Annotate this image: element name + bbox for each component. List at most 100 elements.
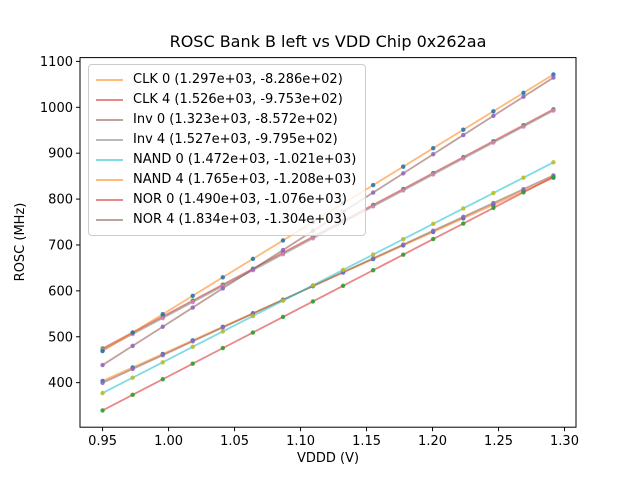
legend-item-clk-0: CLK 0 (1.297e+03, -8.286e+02) bbox=[96, 70, 356, 90]
data-point bbox=[551, 108, 556, 113]
y-tick-label: 700 bbox=[48, 238, 73, 253]
y-tick-label: 500 bbox=[48, 330, 73, 345]
data-point bbox=[100, 348, 105, 354]
data-point bbox=[551, 75, 556, 80]
data-point bbox=[220, 275, 226, 280]
y-tick-label: 400 bbox=[48, 376, 73, 391]
legend-item-inv-0: Inv 0 (1.323e+03, -8.572e+02) bbox=[96, 110, 356, 130]
data-point bbox=[370, 268, 376, 273]
legend-item-nand-0: NAND 0 (1.472e+03, -1.021e+03) bbox=[96, 150, 356, 170]
data-point bbox=[551, 174, 556, 180]
x-tick-label: 1.10 bbox=[286, 434, 315, 449]
legend-label: Inv 0 (1.323e+03, -8.572e+02) bbox=[133, 112, 338, 127]
data-point bbox=[280, 238, 286, 243]
data-point bbox=[250, 313, 256, 319]
data-point bbox=[551, 160, 556, 165]
data-point bbox=[491, 113, 496, 119]
data-point bbox=[130, 343, 135, 349]
data-point bbox=[430, 145, 436, 151]
data-point bbox=[310, 283, 316, 288]
legend-item-nand-4: NAND 4 (1.765e+03, -1.208e+03) bbox=[96, 170, 356, 190]
data-point bbox=[220, 325, 226, 330]
y-axis-label: ROSC (MHz) bbox=[13, 203, 28, 282]
data-point bbox=[461, 206, 466, 211]
data-point bbox=[370, 190, 376, 195]
data-point bbox=[521, 94, 526, 99]
data-point bbox=[491, 109, 496, 114]
y-tick-label: 800 bbox=[48, 193, 73, 208]
data-point bbox=[130, 375, 135, 380]
data-point bbox=[190, 293, 195, 298]
data-point bbox=[370, 182, 376, 188]
series-line-nor-0 bbox=[102, 176, 554, 412]
data-point bbox=[521, 90, 526, 96]
data-point bbox=[370, 204, 376, 209]
legend-label: NOR 0 (1.490e+03, -1.076e+03) bbox=[133, 192, 347, 207]
legend-line-swatch bbox=[96, 119, 123, 121]
data-point bbox=[220, 329, 226, 334]
y-tick-label: 600 bbox=[48, 284, 73, 299]
data-point bbox=[100, 362, 105, 368]
series-markers-nand-0 bbox=[100, 160, 556, 396]
data-point bbox=[280, 298, 286, 303]
axes-frame bbox=[79, 57, 577, 428]
data-point bbox=[401, 252, 406, 257]
data-point bbox=[250, 256, 256, 262]
legend-item-clk-4: CLK 4 (1.526e+03, -9.753e+02) bbox=[96, 90, 356, 110]
data-point bbox=[340, 283, 346, 289]
data-point bbox=[430, 172, 436, 177]
x-tick-label: 1.25 bbox=[484, 434, 513, 449]
x-axis-label: VDDD (V) bbox=[297, 451, 359, 466]
x-tick-label: 1.30 bbox=[550, 434, 579, 449]
y-tick-label: 1100 bbox=[40, 55, 73, 70]
legend-line-swatch bbox=[96, 179, 123, 181]
series-line-inv-0 bbox=[102, 174, 554, 384]
data-point bbox=[430, 221, 436, 227]
axes-layer: 0.95 1.00 1.05 1.10 1.15 1.20 1.25 1.30 400 500 60… bbox=[40, 55, 579, 449]
legend-line-swatch bbox=[96, 99, 123, 101]
data-point bbox=[130, 366, 135, 372]
series-line-nand-0 bbox=[102, 161, 554, 394]
legend-label: CLK 4 (1.526e+03, -9.753e+02) bbox=[133, 92, 343, 107]
legend-line-swatch bbox=[96, 79, 123, 81]
data-point bbox=[280, 252, 286, 257]
data-point bbox=[430, 236, 436, 242]
legend-item-inv-4: Inv 4 (1.527e+03, -9.795e+02) bbox=[96, 130, 356, 150]
x-tick-label: 1.00 bbox=[154, 434, 183, 449]
legend-label: Inv 4 (1.527e+03, -9.795e+02) bbox=[133, 132, 338, 147]
legend-line-swatch bbox=[96, 219, 123, 221]
data-point bbox=[280, 314, 286, 320]
data-point bbox=[160, 324, 165, 329]
data-point bbox=[461, 132, 466, 138]
data-point bbox=[461, 214, 466, 220]
data-point bbox=[551, 72, 556, 77]
data-point bbox=[491, 205, 496, 211]
data-point bbox=[370, 256, 376, 261]
data-point bbox=[100, 380, 105, 385]
data-point bbox=[491, 190, 496, 196]
data-point bbox=[100, 390, 105, 396]
data-point bbox=[401, 236, 406, 242]
legend: CLK 0 (1.297e+03, -8.286e+02) CLK 4 (1.52… bbox=[88, 64, 367, 236]
data-point bbox=[130, 392, 135, 398]
legend-line-swatch bbox=[96, 199, 123, 201]
data-point bbox=[461, 127, 466, 132]
data-point bbox=[401, 171, 406, 176]
y-tick-label: 900 bbox=[48, 147, 73, 162]
legend-item-nor-0: NOR 0 (1.490e+03, -1.076e+03) bbox=[96, 190, 356, 210]
data-point bbox=[160, 352, 165, 358]
x-tick-label: 1.20 bbox=[418, 434, 447, 449]
data-point bbox=[160, 315, 165, 321]
data-point bbox=[491, 140, 496, 145]
data-point bbox=[430, 152, 436, 157]
x-tick-label: 1.05 bbox=[220, 434, 249, 449]
data-point bbox=[401, 242, 406, 247]
data-point bbox=[160, 377, 165, 382]
data-point bbox=[190, 299, 195, 305]
data-point bbox=[310, 236, 316, 241]
data-point bbox=[190, 344, 195, 350]
legend-label: NAND 4 (1.765e+03, -1.208e+03) bbox=[133, 172, 357, 187]
chart-title: ROSC Bank B left vs VDD Chip 0x262aa bbox=[170, 32, 487, 51]
data-point bbox=[250, 330, 256, 335]
data-point bbox=[130, 330, 135, 335]
